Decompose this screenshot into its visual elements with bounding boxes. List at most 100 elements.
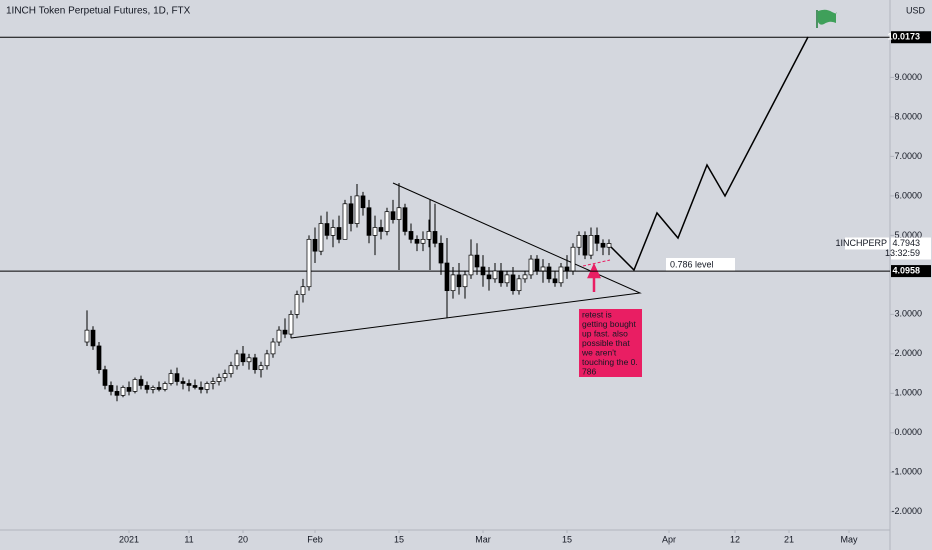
x-tick-label: 12 [730, 534, 740, 544]
candle-body [84, 329, 90, 343]
candle-body [552, 278, 558, 284]
candle-body [378, 227, 384, 232]
candle-body [252, 357, 258, 371]
candle-body [156, 387, 162, 390]
x-tick-label: 11 [184, 534, 193, 544]
candle-body [594, 235, 600, 244]
chart-title: 1INCH Token Perpetual Futures, 1D, FTX [6, 6, 191, 17]
candle-body [312, 238, 318, 252]
y-tick-label: 5.0000 [894, 230, 922, 240]
last-price-box [891, 237, 931, 260]
candle-body [582, 235, 588, 256]
candle-body [402, 207, 408, 232]
candle-body [174, 373, 180, 382]
candle-body [588, 235, 594, 256]
y-tick-label: 0.0000 [894, 427, 922, 437]
x-tick-label: Mar [475, 534, 491, 544]
flag-cloth [818, 9, 837, 25]
currency: USD [906, 5, 926, 15]
y-tick-label: 9.0000 [894, 72, 922, 82]
note-line: 786 [582, 366, 596, 376]
note-line: retest is [582, 309, 612, 319]
candle-body [366, 207, 372, 236]
symbol: 1INCHPERP [835, 238, 887, 248]
x-tick-label: 15 [394, 534, 404, 544]
candle-body [534, 258, 540, 272]
candle-body [216, 377, 222, 382]
note-line: possible that [582, 338, 630, 348]
candle-body [300, 286, 306, 295]
candle-body [528, 258, 534, 276]
level-note: 0.786 level [670, 259, 714, 269]
candle-body [474, 254, 480, 268]
candle-body [462, 274, 468, 288]
candle-body [408, 231, 414, 240]
candle-body [390, 211, 396, 220]
candle-body [288, 314, 294, 335]
candle-body [432, 231, 438, 244]
candle-body [540, 266, 546, 272]
projection-path [610, 36, 809, 272]
level-label: 4.0958 [892, 265, 920, 275]
level-label-box [891, 265, 931, 278]
candle-body [108, 385, 114, 392]
x-tick-label: Apr [662, 534, 676, 544]
x-tick-label: 15 [562, 534, 572, 544]
note-line: touching the 0. [582, 357, 638, 367]
candle-body [282, 329, 288, 335]
candle-body [90, 329, 96, 347]
candle-body [468, 254, 474, 276]
candle-body [438, 242, 444, 264]
candle-body [96, 345, 102, 371]
candle-body [294, 294, 300, 315]
candle-body [318, 223, 324, 252]
x-tick-label: 21 [784, 534, 794, 544]
candle-body [138, 379, 144, 386]
candle-body [504, 274, 510, 284]
candle-body [342, 203, 348, 240]
candle-body [450, 274, 456, 292]
candle-body [516, 278, 522, 292]
candle-body [186, 383, 192, 386]
flag [816, 9, 837, 28]
candle-body [126, 387, 132, 392]
candle-body [246, 357, 252, 363]
candle-body [240, 353, 246, 363]
candle-body [264, 353, 270, 367]
candle-body [354, 195, 360, 224]
x-tick-label: May [840, 534, 858, 544]
candle-body [348, 203, 354, 224]
last-price: 4.7943 [892, 238, 920, 248]
note-box [579, 309, 642, 377]
candle-body [222, 373, 228, 378]
candle-body [132, 379, 138, 392]
symbol-box [845, 237, 889, 250]
candle-body [372, 227, 378, 236]
candle-body [414, 238, 420, 244]
candle-body [576, 235, 582, 248]
candle-body [306, 238, 312, 288]
x-tick-label: Feb [307, 534, 323, 544]
candle-body [558, 266, 564, 284]
y-tick-label: 6.0000 [894, 190, 922, 200]
candle-body [396, 207, 402, 220]
candle-body [162, 383, 168, 390]
candle-body [114, 391, 120, 396]
note-line: up fast. also [582, 328, 628, 338]
candle-body [522, 274, 528, 280]
candle-body [168, 373, 174, 384]
candle-body [228, 365, 234, 374]
candle-body [486, 274, 492, 280]
candle-body [102, 369, 108, 386]
triangle [290, 182, 642, 339]
y-tick-label: 3.0000 [894, 309, 922, 319]
candle-body [324, 223, 330, 236]
level-label-box [891, 31, 931, 44]
candle-body [498, 270, 504, 284]
y-tick-label: 1.0000 [894, 388, 922, 398]
candle-body [456, 274, 462, 288]
candle-body [150, 387, 156, 390]
candle-body [144, 385, 150, 390]
candle-body [570, 246, 576, 272]
